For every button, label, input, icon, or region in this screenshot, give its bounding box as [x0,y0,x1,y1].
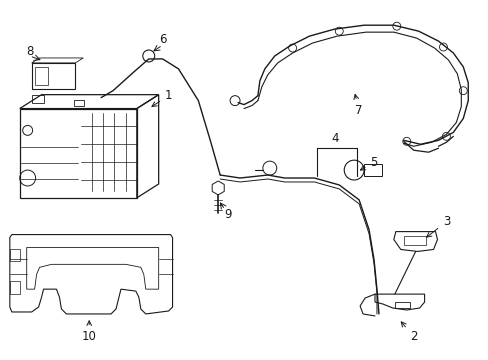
Text: 6: 6 [159,33,166,46]
Text: 1: 1 [152,89,172,107]
Text: 5: 5 [360,156,377,170]
Text: 10: 10 [81,321,97,343]
Text: 2: 2 [401,322,417,343]
Text: 4: 4 [331,132,338,145]
Text: 8: 8 [26,45,33,58]
Text: 3: 3 [426,215,449,237]
Text: 7: 7 [353,94,362,117]
Text: 9: 9 [224,208,231,221]
